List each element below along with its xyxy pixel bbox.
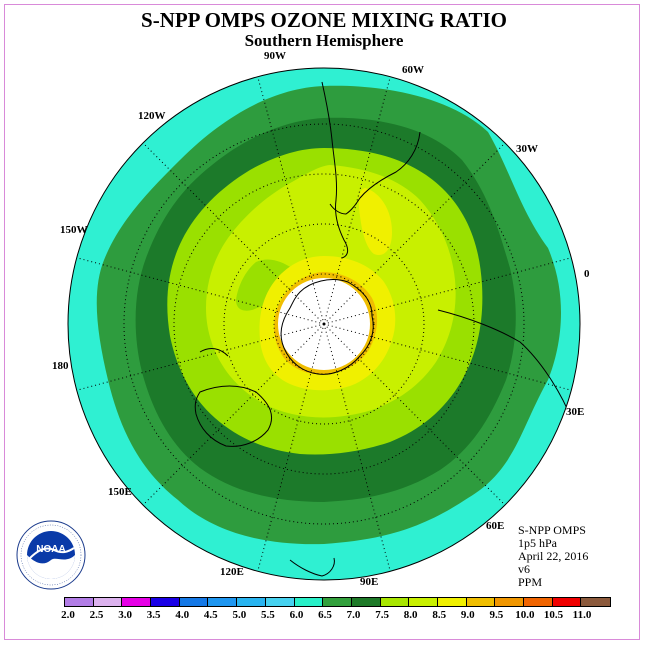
colorbar-tick-labels: 2.0 2.5 3.0 3.5 4.0 4.5 5.0 5.5 6.0 6.5 7.0 7.5 8.0 8… (0, 609, 648, 623)
meridian-label-0: 0 (584, 268, 590, 280)
ozone-band-yellow-patch (358, 188, 392, 256)
colorbar-swatch (93, 598, 123, 606)
graticule (76, 76, 572, 572)
colorbar-tick-label: 6.5 (318, 609, 332, 621)
colorbar-swatch (65, 598, 94, 606)
colorbar-swatch (351, 598, 381, 606)
colorbar-swatch (437, 598, 467, 606)
meridian-line (257, 323, 325, 572)
colorbar-swatch (323, 598, 352, 606)
meridian-label-180: 180 (52, 360, 69, 372)
meridian-line (323, 323, 572, 391)
meridian-line (323, 76, 391, 325)
info-version: v6 (518, 562, 530, 576)
colorbar-swatch (237, 598, 266, 606)
colorbar-swatch (265, 598, 295, 606)
colorbar-tick-label: 4.0 (175, 609, 190, 621)
colorbar-tick-label: 7.5 (375, 609, 389, 621)
colorbar-tick-label: 5.5 (261, 609, 275, 621)
meridian-line (323, 323, 506, 506)
meridian-line (142, 323, 325, 506)
latitude-circle (273, 273, 375, 375)
colorbar-tick-label: 2.5 (89, 609, 104, 621)
meridian-label-30w: 30W (516, 143, 538, 155)
meridian-line (76, 257, 325, 325)
meridian-line (323, 257, 572, 325)
colorbar-tick-label: 4.5 (203, 609, 218, 621)
meridian-label-60w: 60W (402, 64, 424, 76)
colorbar-swatch (179, 598, 209, 606)
meridian-line (76, 323, 325, 391)
latitude-circle (173, 173, 475, 475)
colorbar-swatch (495, 598, 524, 606)
info-date: April 22, 2016 (518, 549, 589, 563)
meridian-label-120e: 120E (220, 566, 244, 578)
meridian-line (142, 142, 325, 325)
colorbar-tick-label: 3.5 (146, 609, 161, 621)
meridian-line (323, 323, 391, 572)
colorbar-swatch (380, 598, 410, 606)
figure-frame (4, 4, 640, 640)
colorbar-swatch (151, 598, 180, 606)
noaa-logo: NOAA (16, 520, 86, 590)
meridian-label-90e: 90E (360, 576, 379, 588)
colorbar-swatch (294, 598, 324, 606)
colorbar-tick-label: 10.5 (543, 609, 564, 621)
colorbar-tick-label: 5.0 (232, 609, 247, 621)
map-subtitle: Southern Hemisphere (244, 31, 404, 50)
map-boundary (67, 67, 581, 581)
colorbar-swatch (581, 598, 611, 606)
colorbar-swatch (552, 598, 582, 606)
svg-text:NOAA: NOAA (36, 544, 65, 555)
colorbar-tick-label: 2.0 (61, 609, 75, 621)
colorbar-tick-label: 11.0 (572, 609, 592, 621)
colorbar-tick-label: 9.5 (489, 609, 504, 621)
info-instrument: S-NPP OMPS (518, 523, 586, 537)
meridian-label-150e: 150E (108, 486, 132, 498)
colorbar-tick-label: 8.5 (432, 609, 447, 621)
colorbar-tick-label: 9.0 (460, 609, 475, 621)
meridian-label-90w: 90W (264, 50, 286, 62)
colorbar-swatch (208, 598, 238, 606)
meridian-label-30e: 30E (566, 406, 585, 418)
product-info: S-NPP OMPS 1p5 hPa April 22, 2016 v6 PPM (518, 524, 588, 589)
map-title: S-NPP OMPS OZONE MIXING RATIO (141, 8, 507, 32)
colorbar-swatch (122, 598, 152, 606)
meridian-label-120w: 120W (138, 110, 166, 122)
pole-marker (322, 322, 326, 326)
colorbar-tick-label: 7.0 (346, 609, 361, 621)
colorbar-swatch (524, 598, 553, 606)
meridian-line (257, 76, 325, 325)
colorbar-swatch (409, 598, 438, 606)
colorbar (64, 597, 612, 607)
info-level: 1p5 hPa (518, 536, 557, 550)
meridian-line (323, 142, 506, 325)
colorbar-tick-label: 10.0 (515, 609, 535, 621)
colorbar-swatch (466, 598, 496, 606)
meridian-label-150w: 150W (60, 224, 88, 236)
colorbar-tick-label: 6.0 (289, 609, 304, 621)
colorbar-tick-label: 8.0 (403, 609, 418, 621)
colorbar-tick-label: 3.0 (118, 609, 132, 621)
info-units: PPM (518, 575, 543, 589)
meridian-label-60e: 60E (486, 520, 505, 532)
latitude-circle (223, 223, 425, 425)
latitude-circle (123, 123, 525, 525)
